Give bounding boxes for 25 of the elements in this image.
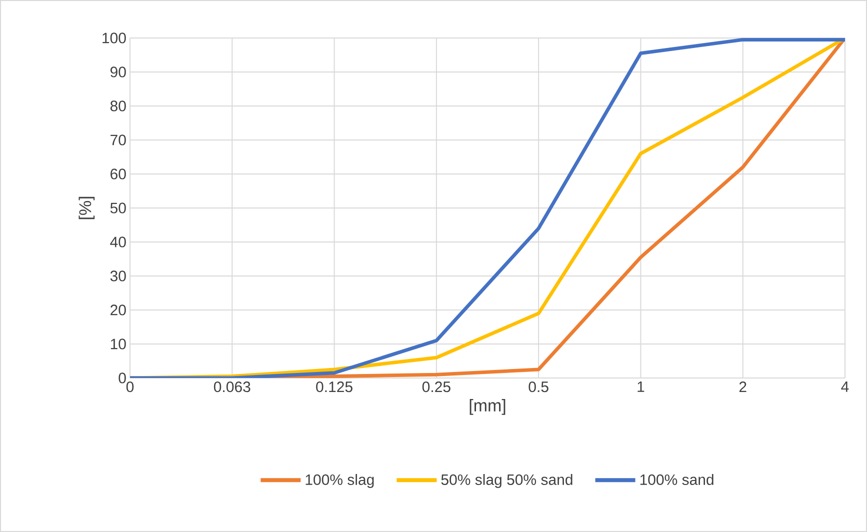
y-tick-label: 20 (110, 304, 126, 316)
x-tick-label: 4 (841, 382, 849, 392)
y-tick-label: 50 (110, 202, 126, 214)
x-tick-label: 0.125 (316, 382, 352, 392)
y-tick-label: 100 (102, 32, 126, 44)
y-tick-label: 60 (110, 168, 126, 180)
y-tick-label: 70 (110, 134, 126, 146)
y-tick-label: 80 (110, 100, 126, 112)
x-tick-label: 2 (739, 382, 746, 392)
x-tick-label: 0.063 (214, 382, 250, 392)
legend-label: 100% slag (306, 474, 374, 488)
y-axis-title: [%] (78, 196, 95, 220)
x-tick-label: 0.25 (422, 382, 450, 392)
y-tick-label: 10 (110, 338, 126, 350)
y-tick-label: 0 (118, 372, 126, 384)
legend-label: 100% sand (640, 474, 714, 485)
y-tick-label: 30 (110, 270, 126, 282)
x-tick-label: 1 (638, 382, 644, 392)
line-series (130, 38, 845, 378)
x-tick-label: 0 (126, 382, 134, 392)
y-tick-label: 90 (110, 66, 126, 78)
y-tick-label: 40 (110, 236, 126, 248)
x-axis-title: [mm] (470, 399, 506, 415)
x-tick-label: 0.5 (528, 382, 548, 392)
legend-label: 50% slag 50% sand (441, 474, 572, 488)
